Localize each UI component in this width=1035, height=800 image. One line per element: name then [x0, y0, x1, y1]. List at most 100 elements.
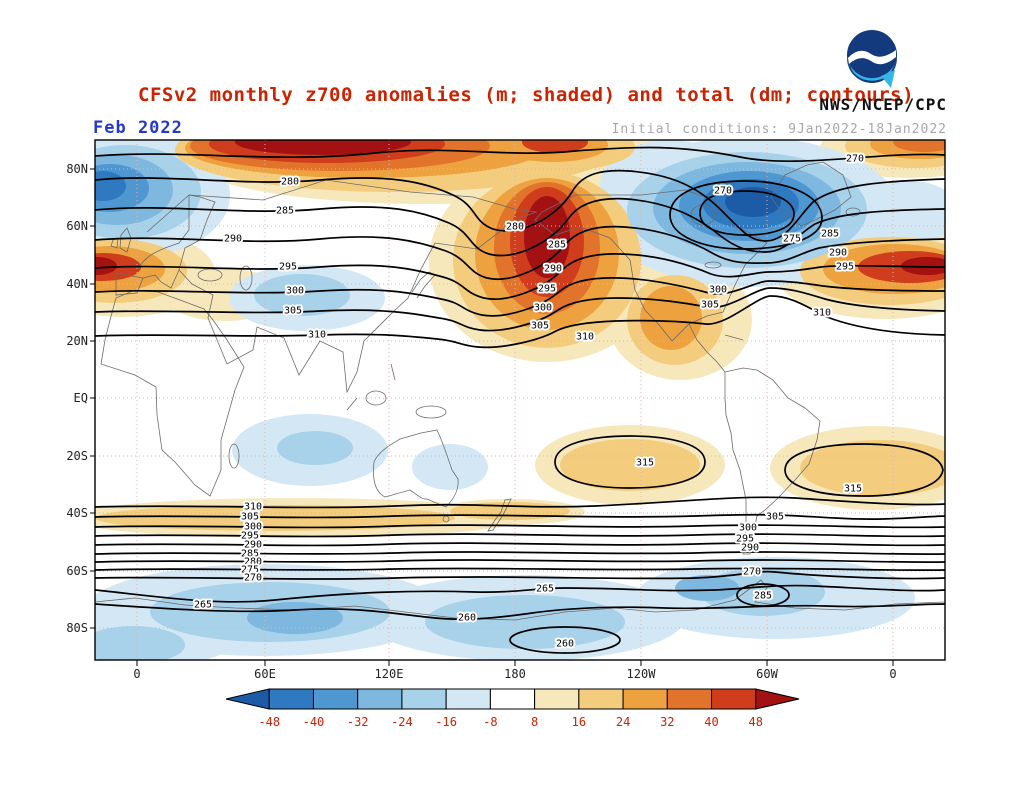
contour-label: 275 — [783, 234, 801, 245]
map-frame — [94, 139, 946, 661]
contour-label: 300 — [286, 286, 304, 297]
y-axis-label: 40S — [66, 506, 88, 520]
colorbar-tick-label: -8 — [483, 715, 497, 729]
colorbar-segment — [357, 688, 403, 710]
colorbar-tick-label: 24 — [616, 715, 630, 729]
contour-label: 280 — [281, 177, 299, 188]
agency-label: NWS/NCEP/CPC — [819, 95, 947, 114]
contour-label: 285 — [276, 206, 294, 217]
y-axis-label: 60N — [66, 219, 88, 233]
map-plot: 2802852902953003053102852902953003053102… — [66, 139, 946, 681]
x-axis-label: 60E — [254, 667, 276, 681]
colorbar-segment — [489, 688, 536, 710]
contour-label: 285 — [821, 229, 839, 240]
contour-label: 300 — [709, 285, 727, 296]
noaa-logo — [847, 30, 897, 88]
contour-label: 300 — [534, 303, 552, 314]
x-axis-label: 60W — [756, 667, 778, 681]
contour-label: 270 — [846, 154, 864, 165]
contour-label: 305 — [284, 306, 302, 317]
colorbar-segment — [622, 688, 668, 710]
contour-label: 310 — [244, 502, 262, 513]
colorbar-tick-label: -32 — [347, 715, 369, 729]
colorbar-tick-label: 16 — [572, 715, 586, 729]
colorbar-tick-label: -40 — [303, 715, 325, 729]
colorbar-tick-label: 40 — [704, 715, 718, 729]
contour-label: 310 — [308, 330, 326, 341]
colorbar-segment — [225, 688, 270, 710]
initial-conditions-label: Initial conditions: 9Jan2022-18Jan2022 — [611, 122, 947, 137]
colorbar-tick-label: 48 — [749, 715, 763, 729]
x-axis: 0 60E 120E 180 120W 60W 0 — [133, 660, 897, 681]
contour-label: 305 — [766, 512, 784, 523]
colorbar-tick-label: -48 — [258, 715, 280, 729]
y-axis-label: EQ — [74, 391, 88, 405]
colorbar-segment — [578, 688, 624, 710]
contour-label: 295 — [279, 262, 297, 273]
contour-label: 305 — [531, 321, 549, 332]
contour-label: 310 — [576, 332, 594, 343]
contour-label: 295 — [836, 262, 854, 273]
contour-label: 270 — [714, 186, 732, 197]
contour-label: 300 — [244, 522, 262, 533]
y-axis-label: 80N — [66, 162, 88, 176]
contour-label: 265 — [194, 600, 212, 611]
contour-label: 260 — [458, 613, 476, 624]
y-axis-label: 80S — [66, 621, 88, 635]
contour-label: 285 — [241, 549, 259, 560]
colorbar-segment — [534, 688, 580, 710]
contour-label: 295 — [538, 284, 556, 295]
contour-label: 290 — [741, 543, 759, 554]
contour-label: 310 — [813, 308, 831, 319]
colorbar-segment — [268, 688, 314, 710]
contour-label: 290 — [829, 248, 847, 259]
y-axis: 80N 60N 40N 20N EQ 20S 40S 60S 80S — [66, 162, 95, 635]
contour-label: 300 — [739, 523, 757, 534]
noaa-logo-gull — [848, 50, 896, 65]
contour-label: 295 — [736, 534, 754, 545]
contour-label: 280 — [506, 222, 524, 233]
noaa-logo-tail — [881, 70, 895, 88]
contour-label: 265 — [536, 584, 554, 595]
contour-label: 305 — [701, 300, 719, 311]
contour-lines — [95, 146, 945, 654]
contour-label: 270 — [743, 567, 761, 578]
colorbar-segment — [312, 688, 359, 710]
valid-month-label: Feb 2022 — [93, 118, 183, 138]
contour-label: 315 — [636, 458, 654, 469]
contour-label: 290 — [244, 540, 262, 551]
contour-label: 290 — [544, 264, 562, 275]
anomaly-shading — [95, 140, 945, 660]
contour-label: 315 — [844, 484, 862, 495]
contour-label: 285 — [754, 591, 772, 602]
colorbar-segment — [755, 688, 800, 710]
x-axis-label: 180 — [504, 667, 526, 681]
x-axis-label: 0 — [133, 667, 140, 681]
contour-label: 295 — [241, 531, 259, 542]
colorbar-segment — [445, 688, 491, 710]
contour-label: 280 — [244, 557, 262, 568]
colorbar-tick-label: -24 — [391, 715, 413, 729]
colorbar-tick-label: 8 — [531, 715, 538, 729]
colorbar-segment — [666, 688, 713, 710]
contour-label: 275 — [241, 565, 259, 576]
y-axis-label: 60S — [66, 564, 88, 578]
contour-label: 290 — [224, 234, 242, 245]
y-axis-label: 40N — [66, 277, 88, 291]
colorbar: -48 -40 -32 -24 -16 -8 8 16 24 32 40 48 — [225, 688, 800, 729]
colorbar-segment — [711, 688, 757, 710]
chart-title: CFSv2 monthly z700 anomalies (m; shaded)… — [138, 84, 915, 106]
y-axis-label: 20N — [66, 334, 88, 348]
contour-label: 260 — [556, 639, 574, 650]
contour-label: 270 — [244, 573, 262, 584]
y-axis-label: 20S — [66, 449, 88, 463]
contour-label: 305 — [241, 512, 259, 523]
contour-label: 285 — [548, 240, 566, 251]
x-axis-label: 0 — [889, 667, 896, 681]
colorbar-tick-label: 32 — [660, 715, 674, 729]
colorbar-segment — [401, 688, 447, 710]
x-axis-label: 120E — [375, 667, 404, 681]
colorbar-tick-label: -16 — [435, 715, 457, 729]
x-axis-label: 120W — [627, 667, 657, 681]
